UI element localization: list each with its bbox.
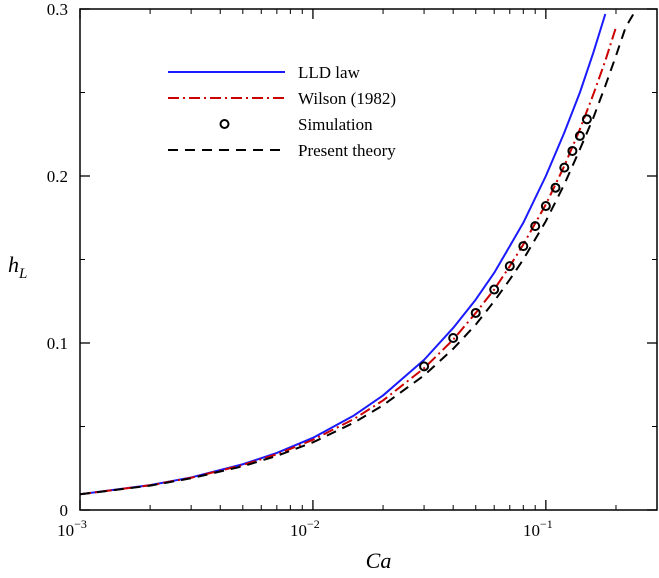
y-tick-label: 0.1 [47,334,68,353]
y-tick-label: 0 [60,501,69,520]
x-axis-label: Ca [366,548,392,573]
y-tick-label: 0.3 [47,0,68,19]
simulation-marker [559,162,570,173]
present-theory-line [79,11,636,496]
y-axis-label: hL [8,252,27,282]
lld-law-line [79,13,607,496]
legend-label: LLD law [298,63,361,82]
simulation-marker [504,261,515,272]
legend-label: Present theory [298,141,396,160]
plot-frame [79,8,658,511]
simulation-marker [448,332,459,343]
simulation-marker [550,182,561,193]
legend-label: Simulation [298,115,373,134]
x-tick-label: 10−2 [290,517,320,540]
simulation-marker [518,241,529,252]
simulation-marker [574,130,585,141]
simulation-marker [489,284,500,295]
simulation-marker [530,221,541,232]
simulation-marker [567,145,578,156]
simulation-marker [581,114,592,125]
top-margin [0,0,659,9]
legend-label: Wilson (1982) [298,89,396,108]
x-tick-label: 10−3 [57,517,87,540]
wilson-1982-line [79,27,617,496]
simulation-marker [419,361,430,372]
legend-simulation-marker [219,119,230,129]
x-tick-label: 10−1 [523,517,553,540]
y-tick-label: 0.2 [47,167,68,186]
simulation-marker [470,307,481,318]
simulation-marker [540,201,551,212]
